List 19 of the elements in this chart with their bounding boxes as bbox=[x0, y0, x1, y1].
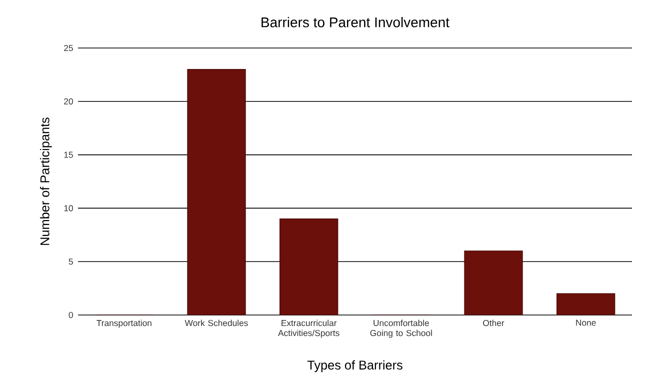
y-tick-label: 5 bbox=[68, 258, 73, 265]
y-axis-title: Number of Participants bbox=[40, 118, 52, 245]
y-tick-label: 0 bbox=[68, 312, 73, 318]
y-tick-label: 20 bbox=[64, 98, 73, 104]
bar bbox=[187, 69, 246, 316]
x-tick-label: Transportation bbox=[96, 320, 152, 328]
bar bbox=[464, 250, 523, 316]
x-axis-title: Types of Barriers bbox=[307, 360, 402, 372]
chart-title: Barriers to Parent Involvement bbox=[262, 17, 450, 28]
x-tick-label: Other bbox=[483, 320, 504, 326]
y-tick-label: 10 bbox=[64, 205, 73, 212]
x-tick-label: Extracurricular Activities/Sports bbox=[278, 320, 340, 338]
x-tick-label: None bbox=[576, 320, 596, 326]
y-tick-label: 15 bbox=[64, 152, 73, 158]
x-tick-label: Work Schedules bbox=[184, 320, 248, 326]
bar bbox=[280, 218, 338, 316]
bar bbox=[556, 293, 616, 316]
x-tick-label: Uncomfortable Going to School bbox=[370, 320, 432, 338]
y-tick-label: 25 bbox=[64, 44, 73, 52]
